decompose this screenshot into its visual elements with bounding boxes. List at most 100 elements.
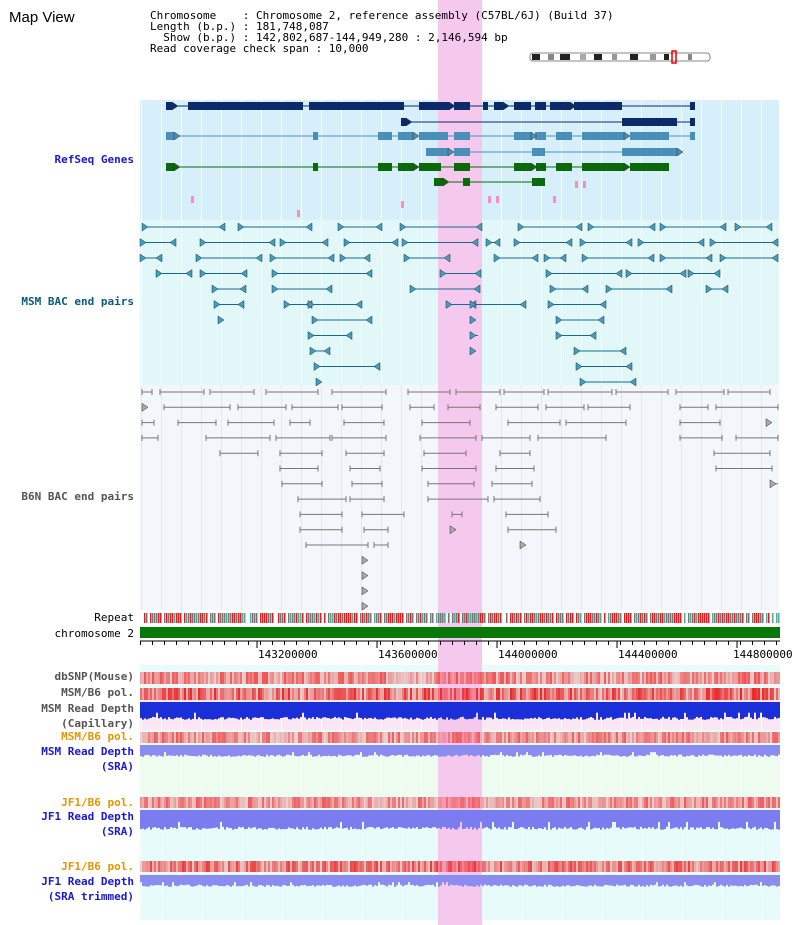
msm-capillary-depth-bar: [522, 702, 524, 720]
jf1-b6-polymorphism: [754, 797, 756, 808]
bac-end-left: [155, 269, 163, 278]
msm-sra-depth-bar: [160, 745, 162, 757]
jf1-b6-polymorphism-2: [458, 861, 460, 872]
msm-b6-polymorphism: [730, 688, 732, 700]
dbsnp-density: [398, 672, 400, 684]
jf1-b6-polymorphism: [602, 797, 604, 808]
msm-b6-polymorphism-2: [620, 732, 622, 743]
dbsnp-density: [570, 672, 572, 684]
jf1-b6-polymorphism-2: [154, 861, 156, 872]
msm-b6-polymorphism: [338, 688, 340, 700]
track-label-refseq-genes[interactable]: RefSeq Genes: [54, 153, 134, 166]
jf1-sra-depth-bar: [640, 810, 642, 827]
jf1-trimmed-depth-bar: [490, 875, 492, 887]
repeat-feature: [360, 613, 362, 623]
jf1-b6-polymorphism: [494, 797, 496, 808]
msm-sra-depth-bar: [440, 745, 442, 757]
msm-sra-depth-bar: [542, 745, 544, 753]
msm-capillary-depth-bar: [194, 702, 196, 713]
msm-b6-polymorphism-2: [454, 732, 456, 743]
msm-capillary-depth-bar: [660, 702, 662, 719]
jf1-trimmed-depth-bar: [456, 875, 458, 885]
msm-sra-depth-bar: [184, 745, 186, 755]
track-label-jf1-depth-sra[interactable]: JF1 Read Depth (SRA): [0, 809, 134, 839]
ideogram-band: [630, 54, 638, 60]
jf1-sra-depth-bar: [704, 810, 706, 829]
jf1-sra-depth-bar: [608, 810, 610, 829]
jf1-trimmed-depth-bar: [364, 875, 366, 886]
track-label-jf1-b6-pol-2[interactable]: JF1/B6 pol.: [61, 860, 134, 873]
msm-capillary-depth-bar: [302, 702, 304, 713]
track-label-msm-bac[interactable]: MSM BAC end pairs: [21, 295, 134, 308]
gene-exon: [313, 163, 318, 171]
jf1-trimmed-depth-bar: [476, 875, 478, 886]
msm-b6-polymorphism-2: [456, 732, 458, 743]
dbsnp-density: [252, 672, 254, 684]
msm-sra-depth-bar: [288, 745, 290, 755]
repeat-feature: [142, 613, 144, 623]
jf1-sra-depth-bar: [592, 810, 594, 829]
track-label-msm-depth-sra[interactable]: MSM Read Depth (SRA): [0, 744, 134, 774]
bac-end-left: [409, 284, 417, 294]
jf1-trimmed-depth-bar: [518, 875, 520, 886]
track-label-msm-depth-capillary[interactable]: MSM Read Depth (Capillary): [0, 701, 134, 731]
repeat-feature: [666, 613, 668, 623]
jf1-b6-polymorphism-2: [370, 861, 372, 872]
track-label-dbsnp[interactable]: dbSNP(Mouse): [54, 670, 134, 683]
jf1-b6-polymorphism: [346, 797, 348, 808]
msm-sra-depth-bar: [162, 745, 164, 757]
jf1-trimmed-depth-bar: [346, 875, 348, 886]
jf1-b6-polymorphism: [514, 797, 516, 808]
dbsnp-density: [634, 672, 636, 684]
msm-sra-depth-bar: [768, 745, 770, 757]
msm-sra-depth-bar: [284, 745, 286, 756]
track-label-msm-b6-pol[interactable]: MSM/B6 pol.: [61, 686, 134, 699]
dbsnp-density: [484, 672, 486, 684]
msm-sra-depth-bar: [368, 745, 370, 756]
track-label-jf1-b6-pol[interactable]: JF1/B6 pol.: [61, 796, 134, 809]
repeat-feature: [256, 613, 258, 623]
msm-capillary-depth-bar: [710, 702, 712, 718]
msm-capillary-depth-bar: [586, 702, 588, 719]
repeat-feature: [640, 613, 642, 623]
msm-b6-polymorphism: [728, 688, 730, 700]
msm-b6-polymorphism: [246, 688, 248, 700]
track-label-repeat[interactable]: Repeat: [94, 611, 134, 624]
msm-b6-polymorphism-2: [634, 732, 636, 743]
repeat-feature: [420, 613, 422, 623]
msm-b6-polymorphism-2: [774, 732, 776, 743]
msm-b6-polymorphism: [690, 688, 692, 700]
bac-end-left: [543, 253, 551, 263]
dbsnp-density: [226, 672, 228, 684]
jf1-sra-depth-bar: [512, 810, 514, 822]
jf1-trimmed-depth-bar: [358, 875, 360, 886]
msm-sra-depth-bar: [418, 745, 420, 756]
msm-capillary-depth-bar: [718, 702, 720, 720]
msm-sra-depth-bar: [370, 745, 372, 756]
msm-sra-depth-bar: [458, 745, 460, 757]
msm-b6-polymorphism: [436, 688, 438, 700]
jf1-trimmed-depth-bar: [542, 875, 544, 887]
jf1-b6-polymorphism-2: [256, 861, 258, 872]
jf1-b6-polymorphism: [488, 797, 490, 808]
jf1-trimmed-depth-bar: [514, 875, 516, 886]
jf1-trimmed-depth-bar: [238, 875, 240, 887]
gene-exon: [514, 163, 531, 171]
track-label-jf1-depth-trimmed[interactable]: JF1 Read Depth (SRA trimmed): [0, 874, 134, 904]
track-label-msm-b6-pol-2[interactable]: MSM/B6 pol.: [61, 730, 134, 743]
track-label-chromosome[interactable]: chromosome 2: [54, 627, 134, 640]
msm-b6-polymorphism: [242, 688, 244, 700]
track-label-b6n-bac[interactable]: B6N BAC end pairs: [21, 490, 134, 503]
msm-b6-polymorphism: [696, 688, 698, 700]
msm-b6-polymorphism-2: [294, 732, 296, 743]
jf1-sra-depth-bar: [330, 810, 332, 828]
msm-sra-depth-bar: [388, 745, 390, 757]
msm-b6-polymorphism: [260, 688, 262, 700]
jf1-trimmed-depth-bar: [674, 875, 676, 886]
msm-b6-polymorphism-2: [228, 732, 230, 743]
jf1-sra-depth-bar: [404, 810, 406, 829]
bac-end-left: [271, 269, 279, 278]
repeat-feature: [610, 613, 612, 623]
jf1-trimmed-depth-bar: [696, 875, 698, 885]
